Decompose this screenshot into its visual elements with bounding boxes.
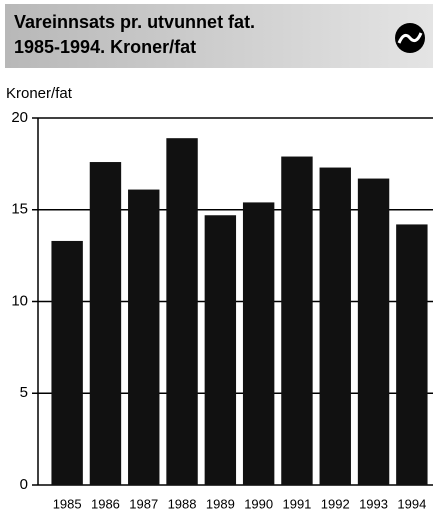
- x-tick-label: 1988: [168, 496, 197, 511]
- bar: [204, 215, 237, 485]
- bar: [242, 202, 275, 485]
- bar: [396, 224, 428, 485]
- y-axis-label: Kroner/fat: [6, 85, 73, 102]
- y-tick-label: 0: [20, 476, 28, 493]
- x-tick-label: 1994: [397, 496, 426, 511]
- y-tick-label: 15: [11, 201, 28, 218]
- bar: [319, 167, 351, 486]
- x-tick-label: 1992: [321, 496, 350, 511]
- bar: [357, 178, 390, 485]
- chart-title: 1985-1994. Kroner/fat: [14, 37, 196, 57]
- x-tick-label: 1986: [91, 496, 120, 511]
- chart-title: Vareinnsats pr. utvunnet fat.: [14, 12, 255, 32]
- y-tick-label: 5: [20, 384, 28, 401]
- y-tick-label: 10: [11, 292, 28, 309]
- x-tick-label: 1993: [359, 496, 388, 511]
- x-tick-label: 1985: [53, 496, 82, 511]
- bar: [281, 156, 313, 485]
- title-box: [5, 4, 433, 68]
- bar: [51, 240, 83, 485]
- bar: [89, 162, 122, 486]
- bar: [166, 138, 198, 485]
- logo: [395, 23, 425, 53]
- x-tick-label: 1987: [129, 496, 158, 511]
- bar: [128, 189, 160, 485]
- x-tick-label: 1989: [206, 496, 235, 511]
- y-tick-label: 20: [11, 109, 28, 126]
- x-tick-label: 1991: [282, 496, 311, 511]
- x-tick-label: 1990: [244, 496, 273, 511]
